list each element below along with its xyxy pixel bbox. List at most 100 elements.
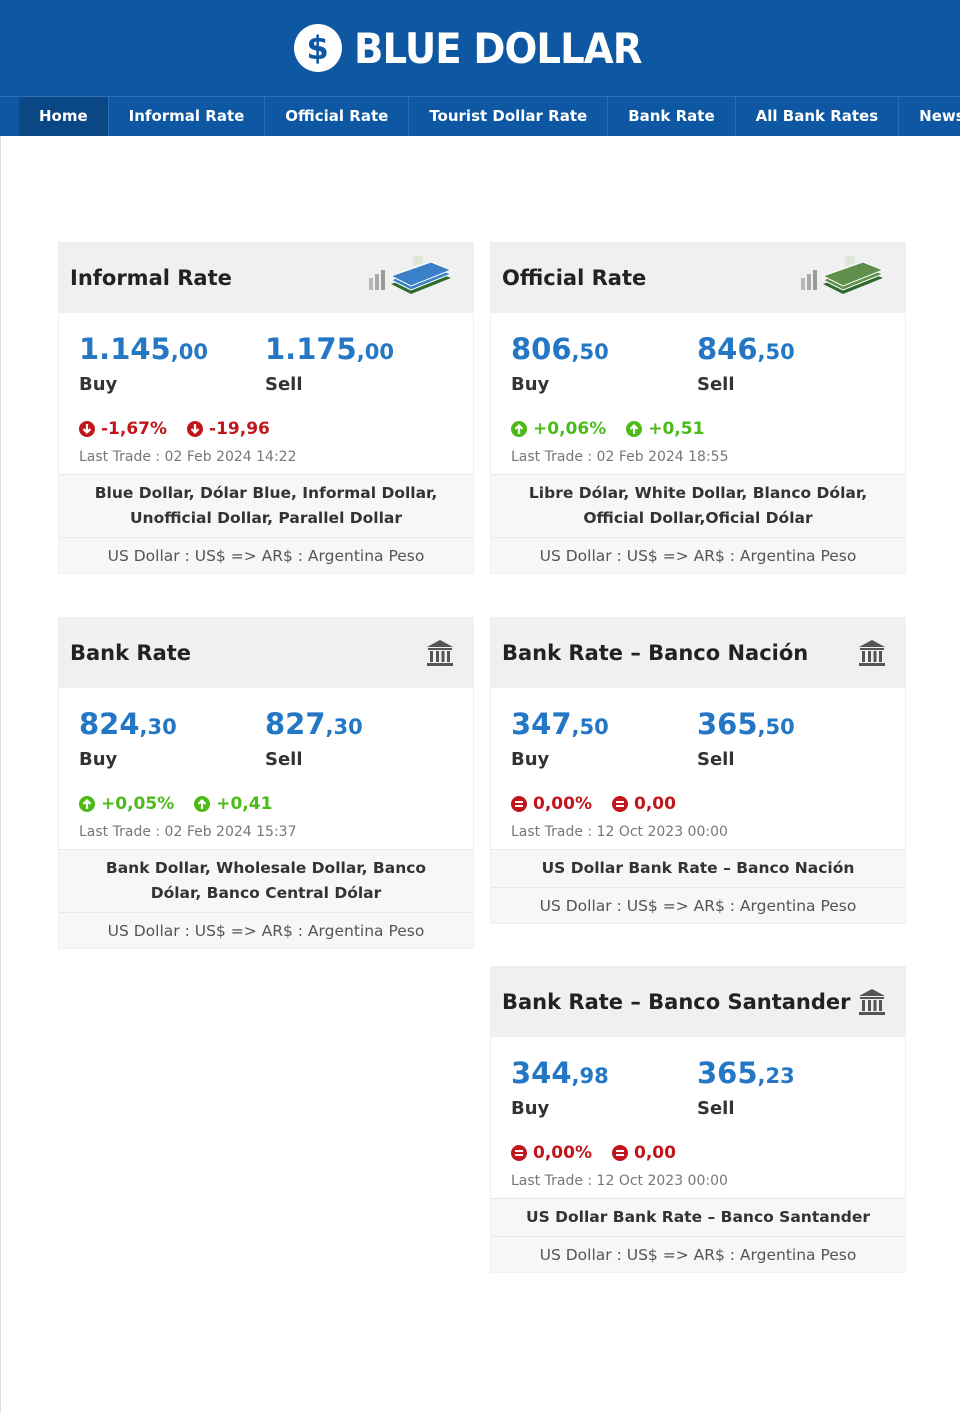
sell-integer: 365 <box>697 1056 758 1090</box>
currency-pair: US Dollar : US$ => AR$ : Argentina Peso <box>59 912 473 948</box>
absolute-change: -19,96 <box>187 419 270 439</box>
trend-up-icon <box>194 796 211 812</box>
dollar-coin-icon: $ <box>293 24 342 72</box>
sell-integer: 846 <box>697 332 758 366</box>
rate-aliases: US Dollar Bank Rate – Banco Nación <box>491 849 905 887</box>
nav-official-rate[interactable]: Official Rate <box>265 97 410 136</box>
rate-changes: +0,06% +0,51 <box>491 395 905 439</box>
trend-up-icon <box>626 421 643 437</box>
percent-change: +0,06% <box>511 419 606 439</box>
bank-icon <box>425 638 455 668</box>
buy-value: 344,98 <box>511 1055 697 1094</box>
buy-integer: 344 <box>511 1056 572 1090</box>
sell-value: 365,23 <box>697 1055 883 1094</box>
card-title[interactable]: Bank Rate <box>70 641 192 665</box>
page-divider <box>0 136 1 1413</box>
rate-aliases: Blue Dollar, Dólar Blue, Informal Dollar… <box>59 474 473 537</box>
buy-decimal: ,30 <box>139 715 177 739</box>
buy-label: Buy <box>79 749 118 770</box>
site-logo[interactable]: $ BLUE DOLLAR <box>293 23 667 73</box>
nav-news[interactable]: News <box>919 107 960 125</box>
last-trade: Last Trade : 02 Feb 2024 14:22 <box>79 449 297 465</box>
buy-label: Buy <box>79 374 118 395</box>
nav-bank-rate[interactable]: Bank Rate <box>608 97 736 136</box>
sell-value: 827,30 <box>265 706 451 745</box>
absolute-change: 0,00 <box>611 794 676 814</box>
buy-label: Buy <box>511 1098 550 1119</box>
sell-rate: 365,50 Sell <box>697 706 883 770</box>
last-trade: Last Trade : 12 Oct 2023 00:00 <box>511 1173 728 1189</box>
trend-down-icon <box>79 421 95 437</box>
nav-informal-rate[interactable]: Informal Rate <box>109 97 266 136</box>
last-trade: Last Trade : 02 Feb 2024 18:55 <box>511 449 729 465</box>
last-trade: Last Trade : 02 Feb 2024 15:37 <box>79 824 297 840</box>
sell-rate: 365,23 Sell <box>697 1055 883 1119</box>
card-title[interactable]: Informal Rate <box>70 266 232 290</box>
card-header: Official Rate <box>491 243 905 313</box>
trend-up-icon <box>511 421 527 437</box>
rate-aliases: Bank Dollar, Wholesale Dollar, Banco Dól… <box>59 849 473 912</box>
brand-name: BLUE DOLLAR <box>353 23 643 73</box>
rate-aliases: US Dollar Bank Rate – Banco Santander <box>491 1198 905 1236</box>
buy-integer: 806 <box>511 332 572 366</box>
sell-value: 846,50 <box>697 331 883 370</box>
buy-rate: 347,50 Buy <box>511 706 697 770</box>
nav-all-bank-rates[interactable]: All Bank Rates <box>736 97 900 136</box>
buy-integer: 347 <box>511 707 572 741</box>
buy-rate: 806,50 Buy <box>511 331 697 395</box>
card-title[interactable]: Bank Rate – Banco Santander <box>502 990 851 1014</box>
sell-decimal: ,00 <box>356 340 394 364</box>
sell-integer: 827 <box>265 707 326 741</box>
buy-label: Buy <box>511 374 550 395</box>
rate-card-bank[interactable]: Bank Rate 824,30 Buy 827,30 Sell +0,05% +0,41 L… <box>59 618 473 948</box>
buy-decimal: ,50 <box>571 340 609 364</box>
sell-decimal: ,50 <box>757 715 795 739</box>
rate-changes: -1,67% -19,96 <box>59 395 473 439</box>
rate-card-banco-nacion[interactable]: Bank Rate – Banco Nación 347,50 Buy 365,50 S… <box>491 618 905 923</box>
percent-change: +0,05% <box>79 794 174 814</box>
card-header: Bank Rate <box>59 618 473 688</box>
sell-decimal: ,23 <box>757 1064 795 1088</box>
currency-pair: US Dollar : US$ => AR$ : Argentina Peso <box>491 1236 905 1272</box>
rate-values: 824,30 Buy 827,30 Sell <box>59 688 473 770</box>
card-title[interactable]: Bank Rate – Banco Nación <box>502 641 809 665</box>
sell-decimal: ,30 <box>325 715 363 739</box>
sell-label: Sell <box>697 749 735 770</box>
rate-changes: +0,05% +0,41 <box>59 770 473 814</box>
buy-rate: 824,30 Buy <box>79 706 265 770</box>
card-title[interactable]: Official Rate <box>502 266 647 290</box>
percent-change: 0,00% <box>511 794 592 814</box>
buy-integer: 824 <box>79 707 140 741</box>
rate-card-official[interactable]: Official Rate 806,50 Buy 846,50 Sell +0,06% +0… <box>491 243 905 573</box>
sell-label: Sell <box>697 1098 735 1119</box>
buy-rate: 344,98 Buy <box>511 1055 697 1119</box>
sell-label: Sell <box>697 374 735 395</box>
card-header: Informal Rate <box>59 243 473 313</box>
buy-label: Buy <box>511 749 550 770</box>
sell-integer: 1.175 <box>265 332 357 366</box>
card-header: Bank Rate – Banco Santander <box>491 967 905 1037</box>
nav-home[interactable]: Home <box>19 97 109 136</box>
last-trade: Last Trade : 12 Oct 2023 00:00 <box>511 824 728 840</box>
trend-flat-icon <box>511 1145 527 1161</box>
trend-up-icon <box>79 796 95 812</box>
currency-pair: US Dollar : US$ => AR$ : Argentina Peso <box>491 537 905 573</box>
buy-value: 806,50 <box>511 331 697 370</box>
percent-change: 0,00% <box>511 1143 592 1163</box>
percent-change: -1,67% <box>79 419 167 439</box>
buy-value: 347,50 <box>511 706 697 745</box>
trend-flat-icon <box>611 1145 628 1161</box>
sell-integer: 365 <box>697 707 758 741</box>
main-nav: Home Informal Rate Official Rate Tourist… <box>0 96 960 136</box>
buy-decimal: ,00 <box>170 340 208 364</box>
trend-flat-icon <box>511 796 527 812</box>
absolute-change: +0,41 <box>194 794 272 814</box>
money-stack-green-icon <box>797 250 887 300</box>
buy-value: 1.145,00 <box>79 331 265 370</box>
currency-pair: US Dollar : US$ => AR$ : Argentina Peso <box>59 537 473 573</box>
sell-value: 365,50 <box>697 706 883 745</box>
nav-tourist-dollar-rate[interactable]: Tourist Dollar Rate <box>409 97 609 136</box>
rate-card-informal[interactable]: Informal Rate 1.145,00 Buy 1.175,00 Sell -1,6… <box>59 243 473 573</box>
rate-card-banco-santander[interactable]: Bank Rate – Banco Santander 344,98 Buy 365,… <box>491 967 905 1272</box>
site-header: $ BLUE DOLLAR <box>0 0 960 96</box>
